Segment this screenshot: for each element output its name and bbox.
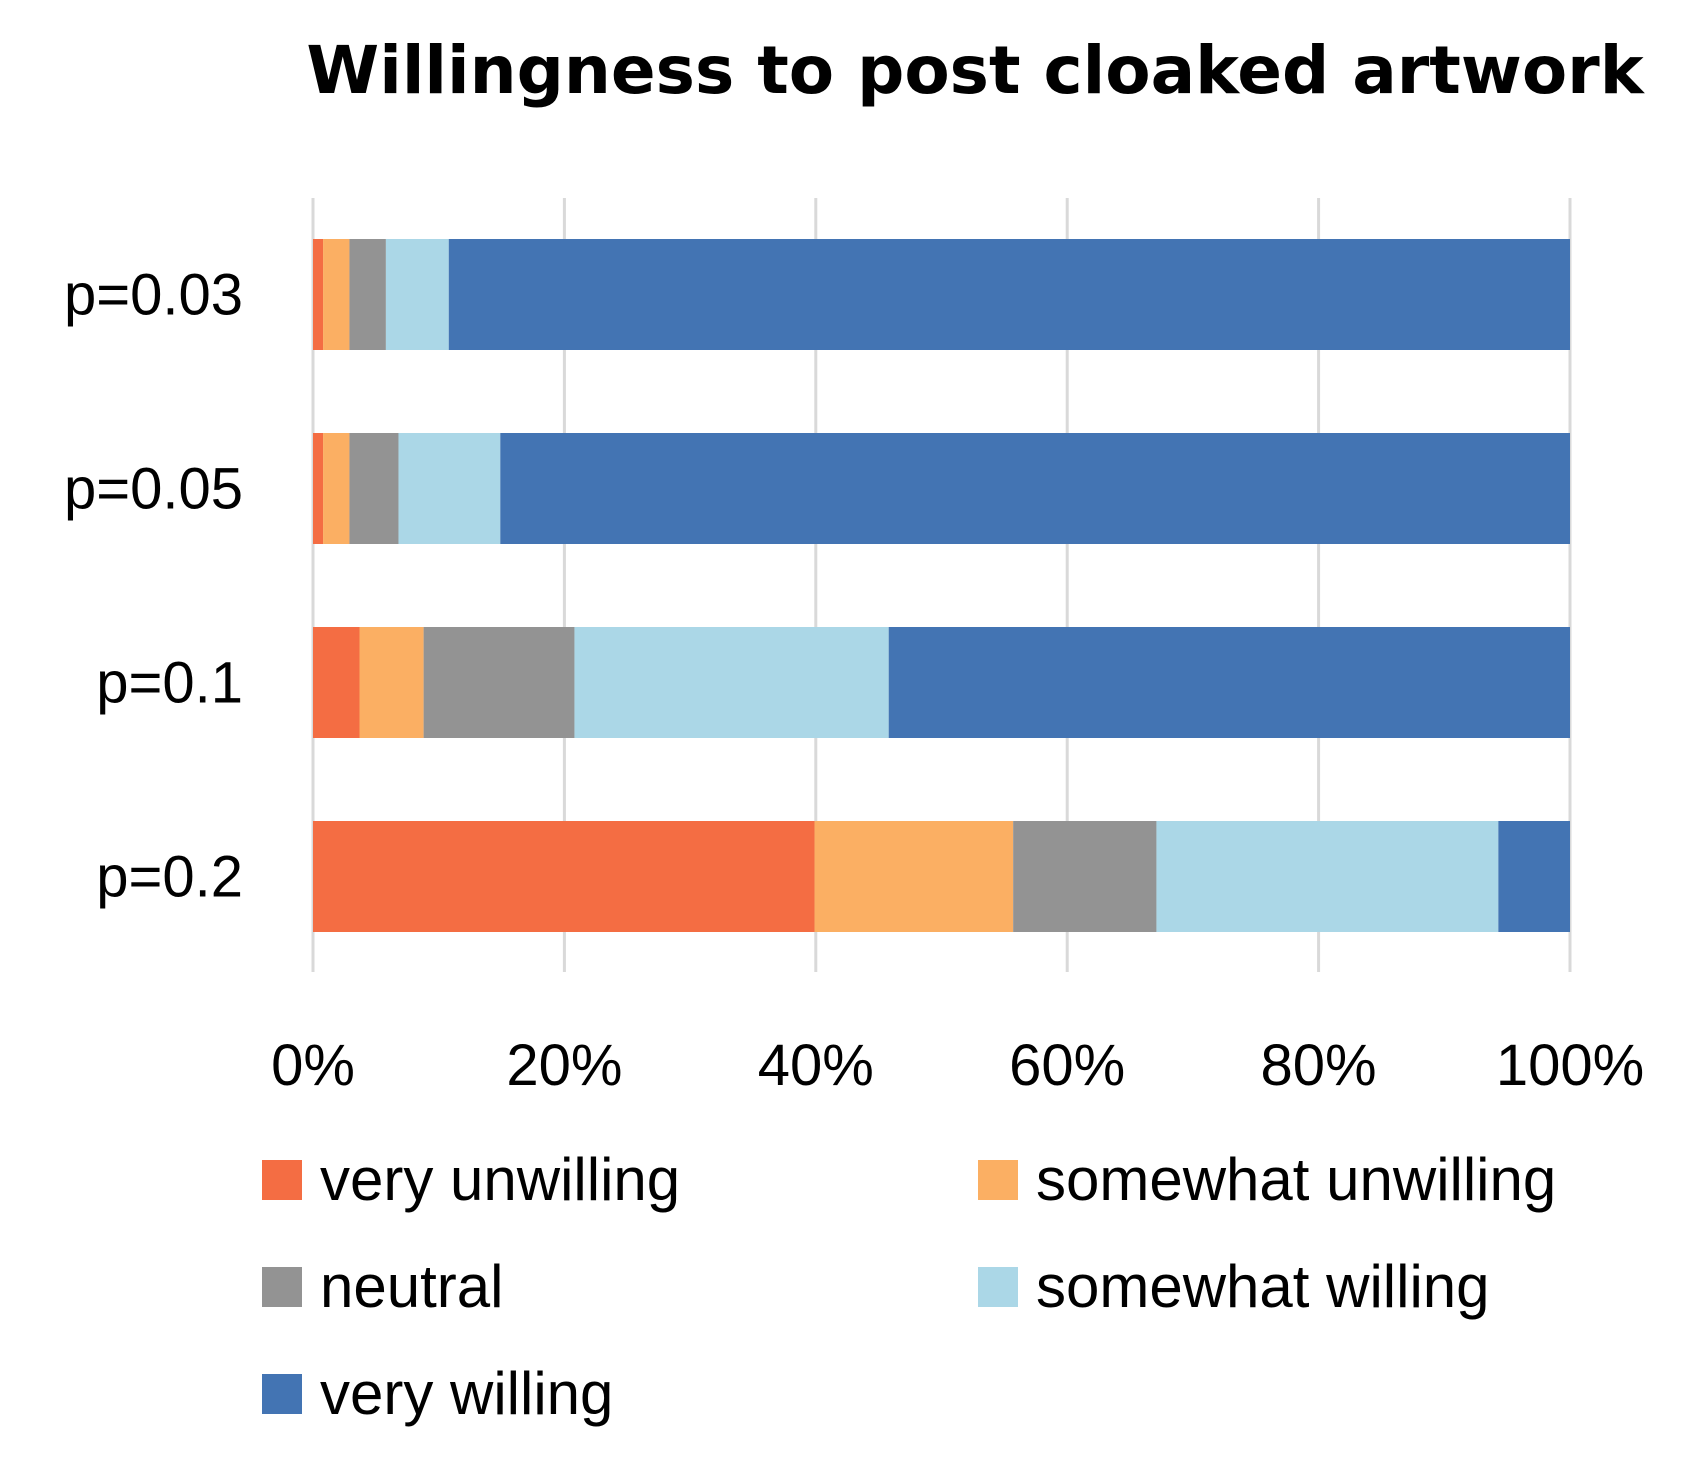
x-axis-ticks: 0% 20% 40% 60% 80% 100%: [271, 1033, 1644, 1098]
legend-item: neutral: [262, 1253, 503, 1320]
legend-label: neutral: [320, 1253, 503, 1320]
legend: very unwilling somewhat unwilling neutral s…: [262, 1146, 1556, 1427]
legend-item: somewhat unwilling: [978, 1146, 1556, 1213]
category-label: p=0.03: [64, 263, 243, 328]
bar-segment: [1498, 821, 1570, 932]
x-tick-label: 80%: [1261, 1033, 1377, 1098]
x-tick-label: 0%: [271, 1033, 355, 1098]
bars: [313, 239, 1571, 932]
bar-segment: [1013, 821, 1157, 932]
x-tick-label: 60%: [1009, 1033, 1125, 1098]
legend-label: somewhat unwilling: [1036, 1146, 1556, 1213]
bar-segment: [385, 239, 449, 350]
bar-segment: [1156, 821, 1499, 932]
bar-segment: [313, 627, 360, 738]
legend-item: somewhat willing: [978, 1253, 1490, 1320]
bar-segment: [423, 627, 575, 738]
bar-segment: [814, 821, 1014, 932]
bar-segment: [323, 433, 350, 544]
category-labels: p=0.03 p=0.05 p=0.1 p=0.2: [64, 263, 243, 910]
bar-segment: [313, 821, 815, 932]
category-label: p=0.1: [96, 651, 243, 716]
legend-swatch: [978, 1160, 1018, 1200]
bar-segment: [313, 433, 324, 544]
bar-segment: [323, 239, 350, 350]
legend-swatch: [262, 1374, 302, 1414]
legend-swatch: [262, 1160, 302, 1200]
legend-label: very willing: [320, 1360, 613, 1427]
bar-segment: [313, 239, 324, 350]
bar-group: [313, 821, 1570, 932]
category-label: p=0.2: [96, 845, 243, 910]
legend-swatch: [262, 1267, 302, 1307]
bar-segment: [349, 433, 399, 544]
bar-segment: [349, 239, 386, 350]
bar-group: [313, 627, 1570, 738]
legend-label: somewhat willing: [1036, 1253, 1490, 1320]
x-tick-label: 100%: [1496, 1033, 1644, 1098]
bar-group: [313, 433, 1571, 544]
x-tick-label: 20%: [506, 1033, 622, 1098]
bar-segment: [359, 627, 424, 738]
bar-segment: [888, 627, 1570, 738]
bar-segment: [500, 433, 1571, 544]
legend-item: very willing: [262, 1360, 613, 1427]
legend-swatch: [978, 1267, 1018, 1307]
category-label: p=0.05: [64, 457, 243, 522]
legend-label: very unwilling: [320, 1146, 680, 1213]
bar-segment: [398, 433, 501, 544]
bar-segment: [448, 239, 1571, 350]
bar-group: [313, 239, 1571, 350]
bar-segment: [574, 627, 889, 738]
x-tick-label: 40%: [758, 1033, 874, 1098]
legend-item: very unwilling: [262, 1146, 680, 1213]
chart-title: Willingness to post cloaked artwork: [306, 32, 1645, 109]
